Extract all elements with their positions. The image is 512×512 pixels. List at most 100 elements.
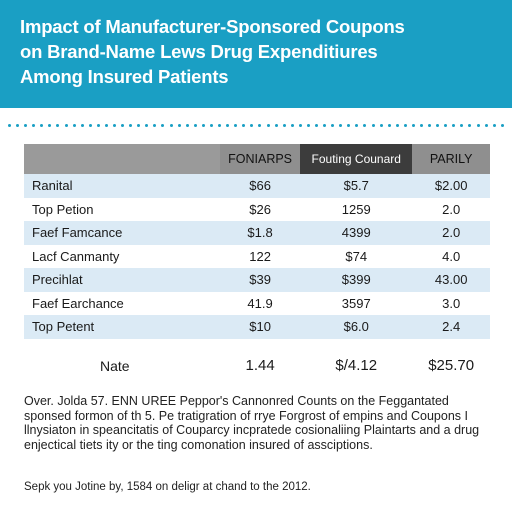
divider-dot bbox=[306, 124, 310, 127]
table-total-row: Nate 1.44 $/4.12 $25.70 bbox=[24, 338, 490, 393]
divider-dot bbox=[32, 124, 36, 127]
divider-dot bbox=[96, 124, 100, 127]
row-label: Faef Earchance bbox=[32, 295, 124, 311]
divider-dot bbox=[419, 124, 423, 127]
divider-dot bbox=[24, 124, 28, 127]
divider-dot bbox=[258, 124, 262, 127]
row-value-foniarps: $66 bbox=[220, 174, 301, 198]
row-value-fouting-counard: $5.7 bbox=[300, 174, 413, 198]
divider-dot bbox=[395, 124, 399, 127]
divider-dot bbox=[468, 124, 472, 127]
divider-dot bbox=[290, 124, 294, 127]
row-label: Ranital bbox=[24, 174, 220, 198]
total-label: Nate bbox=[24, 338, 220, 393]
row-value-foniarps: $1.8 bbox=[220, 221, 301, 245]
expenditure-table: FONIARPS Fouting Counard PARILY Ranital $… bbox=[24, 144, 490, 393]
divider-dot bbox=[266, 124, 270, 127]
header-cell-foniarps: FONIARPS bbox=[220, 144, 301, 174]
divider-dot bbox=[129, 124, 133, 127]
divider-dot bbox=[500, 124, 504, 127]
table-row: Precihlat $39 $399 43.00 bbox=[24, 268, 490, 292]
divider-dot bbox=[40, 124, 44, 127]
divider-dot bbox=[145, 124, 149, 127]
row-value-foniarps: $10 bbox=[220, 315, 301, 339]
divider-dot bbox=[298, 124, 302, 127]
divider-dot bbox=[137, 124, 141, 127]
divider-dot bbox=[177, 124, 181, 127]
divider-dot bbox=[104, 124, 108, 127]
table-header-row: FONIARPS Fouting Counard PARILY bbox=[24, 144, 490, 174]
row-value-fouting-counard: $399 bbox=[300, 268, 413, 292]
divider-dot bbox=[436, 124, 440, 127]
divider-dot bbox=[185, 124, 189, 127]
divider-dot bbox=[113, 124, 117, 127]
divider-dot bbox=[379, 124, 383, 127]
row-value-parily: 3.0 bbox=[442, 295, 461, 311]
title-line-3: Among Insured Patients bbox=[20, 66, 229, 87]
divider-dot bbox=[492, 124, 496, 127]
divider-dot bbox=[484, 124, 488, 127]
table-row: Top Petion $26 1259 2.0 bbox=[24, 198, 490, 222]
divider-dot bbox=[80, 124, 84, 127]
row-value-fouting-counard: 3597 bbox=[341, 295, 371, 311]
total-value-fouting-counard: $/4.12 bbox=[300, 338, 413, 393]
table-row: Faef Earchance 41.9 3597 3.0 bbox=[24, 292, 490, 316]
divider-dot bbox=[314, 124, 318, 127]
divider-dot bbox=[218, 124, 222, 127]
divider-dot bbox=[201, 124, 205, 127]
title-line-2: on Brand-Name Lews Drug Expenditiures bbox=[20, 41, 378, 62]
divider-dot bbox=[428, 124, 432, 127]
divider-dot bbox=[355, 124, 359, 127]
table-row: Ranital $66 $5.7 $2.00 bbox=[24, 174, 490, 198]
divider-dot bbox=[161, 124, 165, 127]
divider-dot bbox=[363, 124, 367, 127]
divider-dot bbox=[403, 124, 407, 127]
divider-dot bbox=[56, 124, 60, 127]
divider-dot bbox=[169, 124, 173, 127]
row-value-parily: 2.0 bbox=[412, 221, 490, 245]
divider-dot bbox=[323, 124, 327, 127]
row-label: Top Petion bbox=[32, 201, 94, 217]
divider-dot bbox=[250, 124, 254, 127]
row-value-fouting-counard: $6.0 bbox=[300, 315, 413, 339]
header-cell-fouting-counard-text: Fouting Counard bbox=[311, 152, 401, 166]
divider-dot bbox=[193, 124, 197, 127]
divider-dot bbox=[16, 124, 20, 127]
row-value-fouting-counard: 1259 bbox=[341, 201, 371, 217]
divider-dot bbox=[339, 124, 343, 127]
row-value-foniarps: $26 bbox=[249, 201, 271, 217]
divider-dot bbox=[371, 124, 375, 127]
row-value-parily: $2.00 bbox=[412, 174, 490, 198]
source-line: Sepk you Jotine by, 1584 on deligr at ch… bbox=[24, 481, 311, 493]
row-label: Lacf Canmanty bbox=[32, 248, 120, 264]
row-label: Precihlat bbox=[24, 268, 220, 292]
divider-dot bbox=[274, 124, 278, 127]
row-value-foniarps: 122 bbox=[249, 248, 271, 264]
row-value-fouting-counard: 4399 bbox=[300, 221, 413, 245]
row-value-parily: 2.0 bbox=[442, 201, 461, 217]
divider-dot bbox=[234, 124, 238, 127]
total-value-foniarps: 1.44 bbox=[220, 338, 301, 393]
divider-dot bbox=[48, 124, 52, 127]
row-value-parily: 2.4 bbox=[412, 315, 490, 339]
header-cell-fouting-counard: Fouting Counard bbox=[300, 144, 413, 174]
divider-dot bbox=[72, 124, 76, 127]
divider-dot bbox=[460, 124, 464, 127]
table-row: Top Petent $10 $6.0 2.4 bbox=[24, 315, 490, 339]
table-row: Faef Famcance $1.8 4399 2.0 bbox=[24, 221, 490, 245]
divider-dot bbox=[444, 124, 448, 127]
divider-dot bbox=[452, 124, 456, 127]
divider-dot bbox=[242, 124, 246, 127]
divider-dot bbox=[387, 124, 391, 127]
divider-dot bbox=[331, 124, 335, 127]
divider-dot bbox=[226, 124, 230, 127]
total-value-parily: $25.70 bbox=[412, 338, 490, 393]
divider-dot bbox=[282, 124, 286, 127]
row-label: Faef Famcance bbox=[24, 221, 220, 245]
footnote-paragraph: Over. Jolda 57. ENN UREE Peppor's Cannon… bbox=[24, 394, 480, 452]
row-value-parily: 43.00 bbox=[412, 268, 490, 292]
divider-dot bbox=[121, 124, 125, 127]
title-line-1: Impact of Manufacturer-Sponsored Coupons bbox=[20, 16, 405, 37]
divider-dot bbox=[8, 124, 11, 127]
dotted-divider bbox=[8, 124, 504, 128]
